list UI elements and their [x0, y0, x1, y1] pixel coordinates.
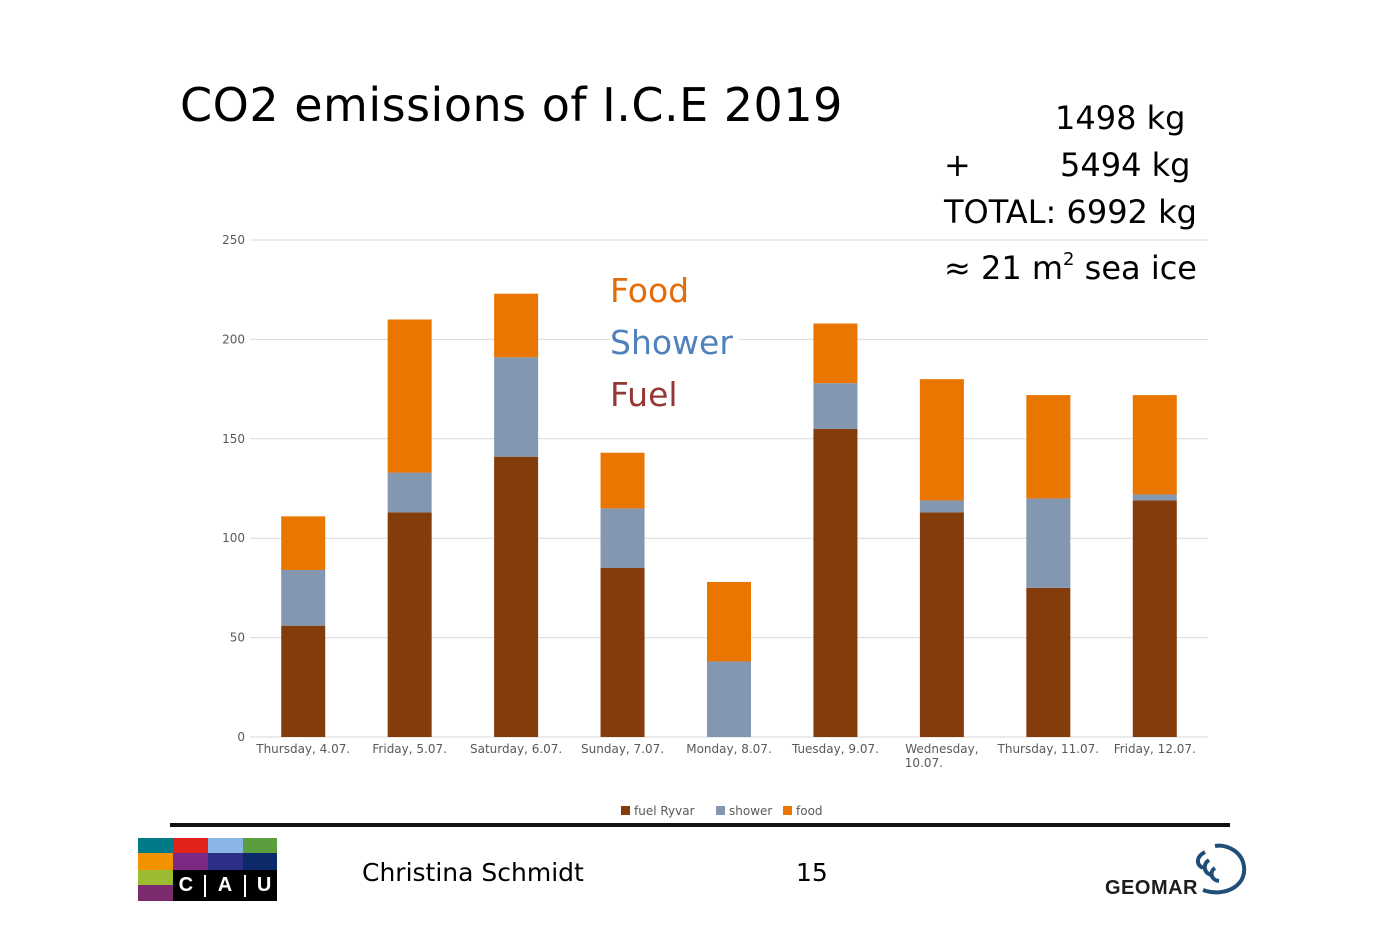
y-axis-ticks: 0 50 100 150 200 250 — [222, 233, 245, 744]
slide-title: CO2 emissions of I.C.E 2019 — [180, 78, 843, 132]
bar-food — [600, 452, 645, 509]
bar-food — [494, 293, 539, 358]
total-line-3: TOTAL: 6992 kg — [944, 193, 1197, 231]
y-tick-label: 100 — [222, 531, 245, 545]
bar-food — [813, 323, 858, 384]
cau-letter-u: U — [256, 874, 272, 896]
x-tick-label-line: Tuesday, 9.07. — [791, 742, 879, 756]
overlay-fuel-label: Fuel — [610, 375, 678, 414]
bar-shower — [707, 661, 751, 737]
x-tick-label: Friday, 5.07. — [372, 742, 447, 756]
emissions-totals: 1498 kg + 5494 kg TOTAL: 6992 kg ≈ 21 m2… — [944, 95, 1197, 287]
y-tick-label: 200 — [222, 332, 245, 346]
bar-shower — [813, 383, 858, 429]
bar-fuel — [919, 512, 964, 737]
bar-food — [919, 379, 964, 501]
bar-shower — [919, 500, 964, 513]
x-tick-label: Thursday, 11.07. — [997, 742, 1100, 756]
overlay-legend: Food Shower Fuel — [610, 265, 739, 421]
y-tick-label: 50 — [230, 631, 245, 645]
bar-fuel — [494, 456, 539, 737]
sea-ice-line: ≈ 21 m2 sea ice — [944, 236, 1197, 287]
geomar-wave-icon — [1196, 843, 1247, 895]
legend-label-fuel: fuel Ryvar — [634, 804, 695, 818]
x-tick-label-line: Sunday, 7.07. — [581, 742, 664, 756]
x-tick-label: Monday, 8.07. — [686, 742, 772, 756]
cau-letter-a: A — [217, 874, 233, 896]
y-tick-label: 150 — [222, 432, 245, 446]
bar-fuel — [813, 428, 858, 737]
geomar-logo: GEOMAR — [1105, 840, 1250, 905]
sea-ice-prefix: ≈ 21 m — [944, 249, 1064, 287]
x-tick-label: Friday, 12.07. — [1114, 742, 1196, 756]
bar-fuel — [600, 568, 645, 737]
bar-food — [1026, 395, 1071, 499]
overlay-shower-label: Shower — [610, 323, 733, 362]
x-tick-label: Tuesday, 9.07. — [791, 742, 879, 756]
page-number: 15 — [796, 858, 828, 887]
total-line-1: 1498 kg — [944, 95, 1194, 142]
sea-ice-superscript: 2 — [1063, 249, 1075, 270]
bar-shower — [494, 357, 539, 457]
x-tick-label-line: Wednesday, — [905, 742, 978, 756]
x-axis-labels: Thursday, 4.07. Friday, 5.07. Saturday, 6.… — [255, 742, 1196, 770]
bar-food — [281, 516, 326, 571]
x-tick-label-line: Friday, 12.07. — [1114, 742, 1196, 756]
bar-shower — [600, 508, 645, 569]
x-tick-label: Sunday, 7.07. — [581, 742, 664, 756]
bar-shower — [281, 570, 326, 626]
footer-divider — [170, 823, 1230, 827]
bar-fuel — [1026, 587, 1071, 737]
bar-fuel — [387, 512, 432, 737]
x-tick-label: Wednesday, 10.07. — [905, 742, 979, 770]
geomar-wordmark: GEOMAR — [1105, 877, 1198, 899]
bar-shower — [1132, 494, 1177, 501]
sea-ice-suffix: sea ice — [1074, 249, 1197, 287]
bar-shower — [1026, 498, 1071, 588]
total-value-1: 1498 kg — [1055, 99, 1186, 137]
legend-swatch-shower — [716, 806, 725, 815]
chart-legend: fuel Ryvar shower food — [621, 804, 823, 818]
bar-food — [1132, 395, 1177, 495]
cau-letter-c: C — [178, 874, 194, 896]
legend-swatch-fuel — [621, 806, 630, 815]
total-line-2: + 5494 kg — [944, 142, 1194, 189]
cau-logo: C A U — [138, 838, 277, 901]
legend-label-food: food — [796, 804, 823, 818]
legend-swatch-food — [783, 806, 792, 815]
legend-label-shower: shower — [729, 804, 772, 818]
x-tick-label-line: Thursday, 4.07. — [255, 742, 350, 756]
y-tick-label: 0 — [237, 730, 245, 744]
bar-food — [387, 319, 432, 473]
x-tick-label-line: Friday, 5.07. — [372, 742, 447, 756]
bars — [281, 293, 1177, 737]
bar-fuel — [281, 625, 326, 737]
x-tick-label: Saturday, 6.07. — [470, 742, 562, 756]
x-tick-label-line: Thursday, 11.07. — [997, 742, 1100, 756]
cau-letters: C A U — [173, 870, 277, 901]
total-value-2: 5494 kg — [1060, 146, 1191, 184]
x-tick-label: Thursday, 4.07. — [255, 742, 350, 756]
x-tick-label-line: Monday, 8.07. — [686, 742, 772, 756]
overlay-food-label: Food — [610, 271, 690, 310]
author-name: Christina Schmidt — [362, 858, 584, 887]
bar-food — [707, 581, 751, 662]
y-tick-label: 250 — [222, 233, 245, 247]
plus-sign: + — [944, 146, 971, 184]
bar-shower — [387, 472, 432, 513]
x-tick-label-line: Saturday, 6.07. — [470, 742, 562, 756]
x-tick-label-line: 10.07. — [905, 756, 943, 770]
bar-fuel — [1132, 500, 1177, 737]
